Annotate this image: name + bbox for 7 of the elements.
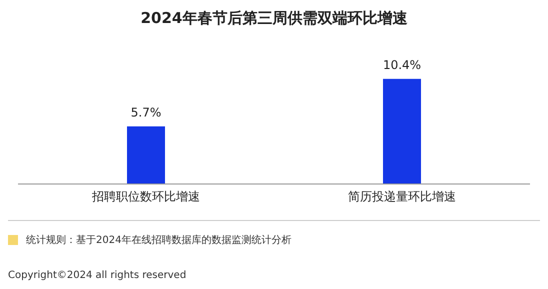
- data-label: 5.7%: [130, 105, 162, 120]
- data-label: 10.4%: [382, 58, 422, 72]
- chart-title: 2024年春节后第三周供需双端环比增速: [140, 8, 408, 29]
- text: 统计规则：基于2024年在线招聘数据库的数据监测统计分析: [26, 234, 292, 247]
- x-tick-label: 招聘职位数环比增速: [91, 190, 200, 204]
- text: Copyright©2024 all rights reserved: [8, 270, 186, 281]
- x-tick-label: 简历投递量环比增速: [348, 190, 456, 204]
